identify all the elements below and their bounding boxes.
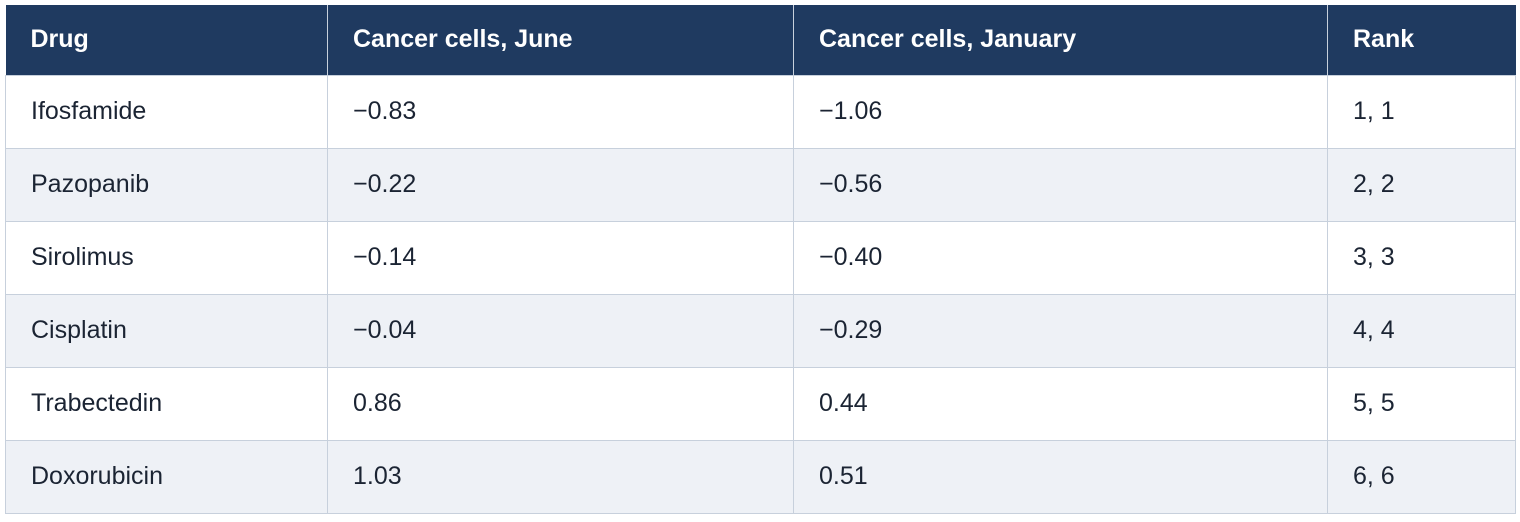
cell-june: −0.04 bbox=[327, 293, 794, 368]
header-row: Drug Cancer cells, June Cancer cells, Ja… bbox=[5, 5, 1516, 75]
data-table-container: Drug Cancer cells, June Cancer cells, Ja… bbox=[5, 5, 1516, 514]
table-body: Ifosfamide −0.83 −1.06 1, 1 Pazopanib −0… bbox=[5, 74, 1516, 514]
header-cancer-cells-january: Cancer cells, January bbox=[793, 5, 1328, 75]
header-drug: Drug bbox=[5, 5, 328, 75]
cell-june: −0.22 bbox=[327, 147, 794, 222]
cell-june: −0.83 bbox=[327, 74, 794, 149]
cell-rank: 3, 3 bbox=[1327, 220, 1516, 295]
cell-january: 0.51 bbox=[793, 439, 1328, 514]
cell-drug: Trabectedin bbox=[5, 366, 328, 441]
table-header: Drug Cancer cells, June Cancer cells, Ja… bbox=[5, 5, 1516, 75]
cell-rank: 6, 6 bbox=[1327, 439, 1516, 514]
cell-drug: Cisplatin bbox=[5, 293, 328, 368]
drug-table: Drug Cancer cells, June Cancer cells, Ja… bbox=[5, 5, 1516, 514]
cell-rank: 2, 2 bbox=[1327, 147, 1516, 222]
cell-june: 0.86 bbox=[327, 366, 794, 441]
cell-january: −1.06 bbox=[793, 74, 1328, 149]
table-row: Doxorubicin 1.03 0.51 6, 6 bbox=[5, 439, 1516, 514]
cell-january: −0.29 bbox=[793, 293, 1328, 368]
cell-january: −0.40 bbox=[793, 220, 1328, 295]
cell-june: −0.14 bbox=[327, 220, 794, 295]
table-row: Pazopanib −0.22 −0.56 2, 2 bbox=[5, 147, 1516, 222]
cell-rank: 1, 1 bbox=[1327, 74, 1516, 149]
cell-rank: 5, 5 bbox=[1327, 366, 1516, 441]
header-cancer-cells-june: Cancer cells, June bbox=[327, 5, 794, 75]
cell-rank: 4, 4 bbox=[1327, 293, 1516, 368]
table-row: Trabectedin 0.86 0.44 5, 5 bbox=[5, 366, 1516, 441]
header-rank: Rank bbox=[1327, 5, 1516, 75]
cell-january: 0.44 bbox=[793, 366, 1328, 441]
cell-drug: Doxorubicin bbox=[5, 439, 328, 514]
table-row: Sirolimus −0.14 −0.40 3, 3 bbox=[5, 220, 1516, 295]
table-row: Ifosfamide −0.83 −1.06 1, 1 bbox=[5, 74, 1516, 149]
table-row: Cisplatin −0.04 −0.29 4, 4 bbox=[5, 293, 1516, 368]
cell-drug: Pazopanib bbox=[5, 147, 328, 222]
cell-january: −0.56 bbox=[793, 147, 1328, 222]
cell-drug: Sirolimus bbox=[5, 220, 328, 295]
cell-june: 1.03 bbox=[327, 439, 794, 514]
cell-drug: Ifosfamide bbox=[5, 74, 328, 149]
